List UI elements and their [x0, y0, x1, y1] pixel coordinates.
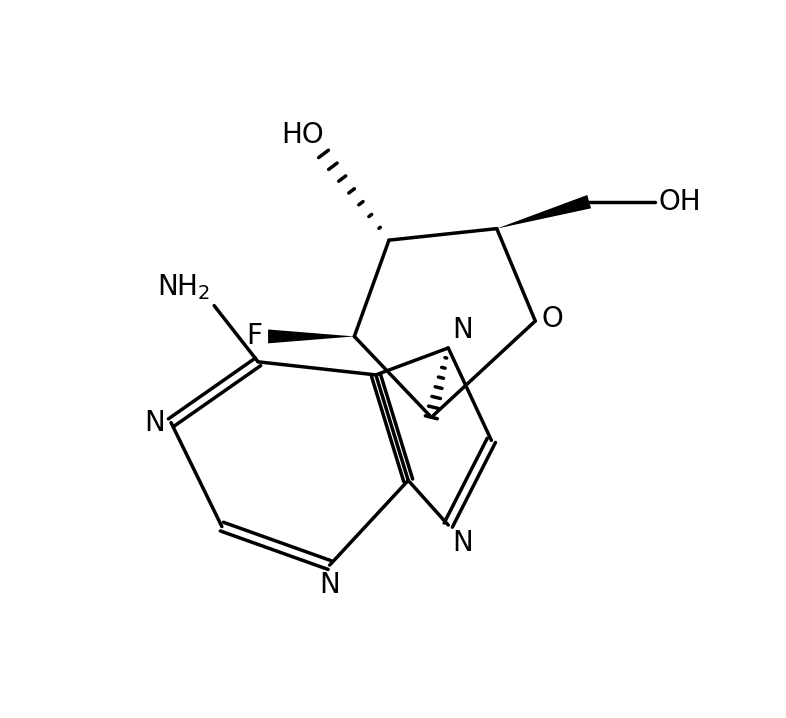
Text: O: O — [542, 304, 564, 332]
Text: N: N — [319, 572, 340, 600]
Text: N: N — [144, 409, 165, 437]
Polygon shape — [497, 195, 591, 228]
Text: N: N — [452, 316, 473, 344]
Text: F: F — [246, 322, 262, 350]
Text: N: N — [452, 529, 473, 557]
Text: HO: HO — [281, 121, 324, 149]
Text: OH: OH — [659, 187, 701, 215]
Text: NH$_2$: NH$_2$ — [157, 272, 211, 302]
Polygon shape — [268, 330, 354, 343]
